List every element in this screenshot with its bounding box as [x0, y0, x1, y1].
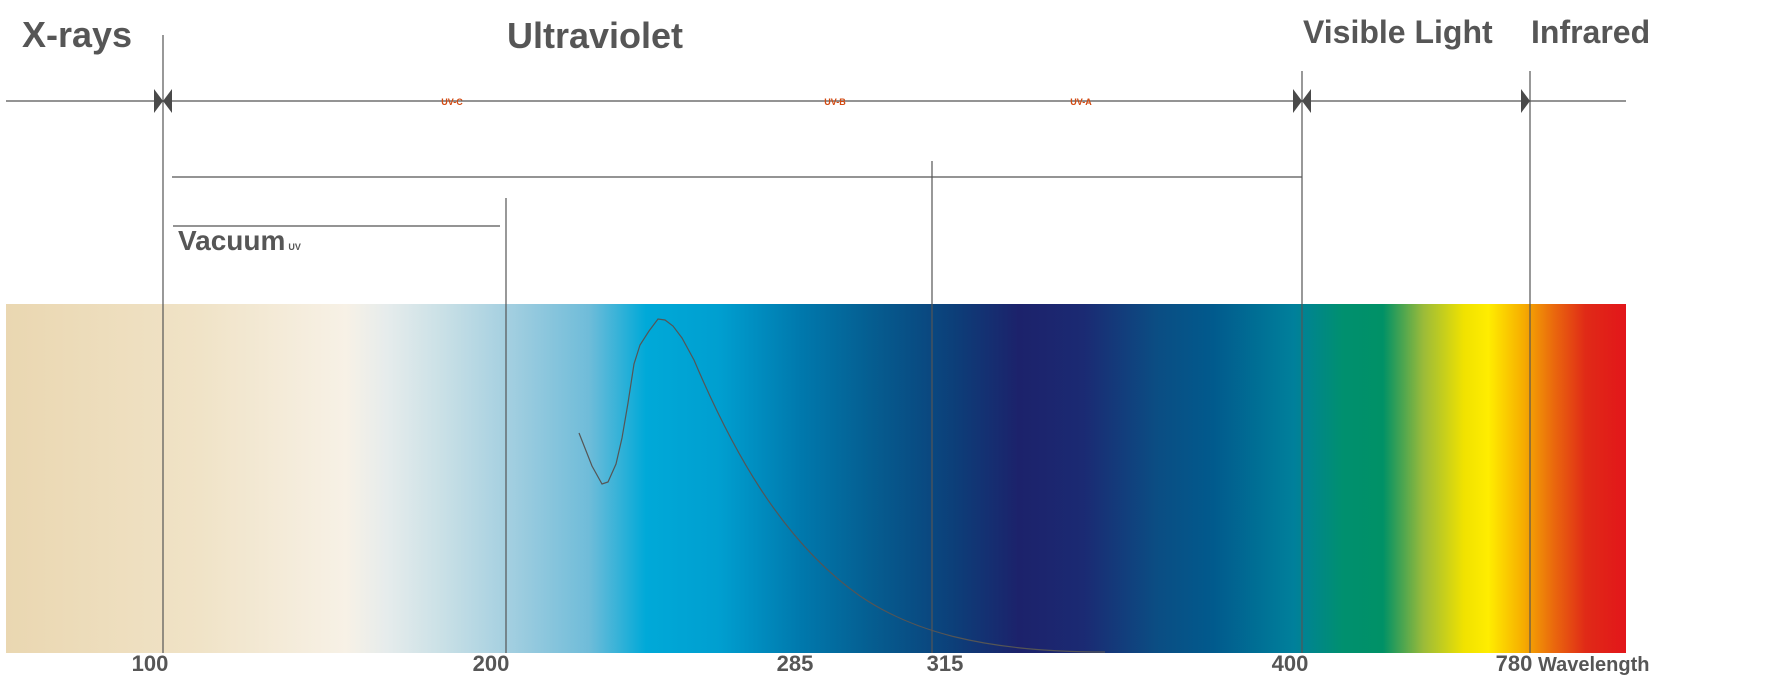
tick-label-315: 315 [927, 651, 964, 676]
vacuum-uv-label: Vacuum UV [178, 225, 301, 256]
region-visible-light-label: Visible Light [1303, 14, 1493, 50]
tick-label-285: 285 [777, 651, 814, 676]
region-ultraviolet-label: Ultraviolet [507, 15, 683, 56]
tick-label-200: 200 [473, 651, 510, 676]
boundary-marker-100 [154, 35, 172, 653]
vacuum-label-sub: UV [288, 242, 301, 252]
boundary-marker-780 [1521, 71, 1531, 653]
band-uva-label: UV-A [1070, 97, 1092, 107]
germicidal-effect-curve [578, 318, 1106, 653]
tick-label-100: 100 [132, 651, 169, 676]
boundary-marker-400 [1293, 71, 1311, 653]
tick-label-780: 780 [1496, 651, 1533, 676]
vacuum-label-main: Vacuum [178, 225, 285, 256]
tick-label-400: 400 [1272, 651, 1309, 676]
spectrum-bar [6, 304, 1626, 653]
region-infrared-label: Infrared [1531, 14, 1650, 50]
band-uvb-label: UV-B [824, 97, 846, 107]
band-uvc-label: UV-C [441, 97, 463, 107]
region-xrays-label: X-rays [22, 14, 132, 55]
axis-label-wavelength: Wavelength [1538, 654, 1650, 676]
